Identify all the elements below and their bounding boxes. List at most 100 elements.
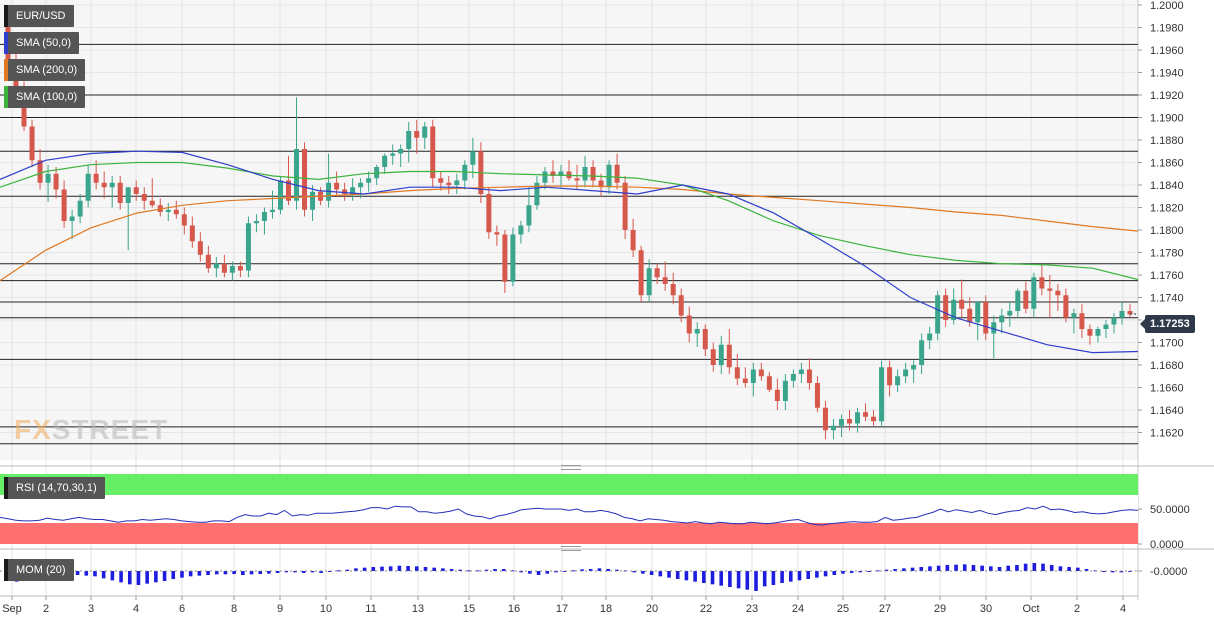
y-tick-label: 1.1860 (1150, 158, 1184, 170)
momentum-bar (762, 571, 767, 587)
momentum-bar (284, 571, 289, 573)
x-tick-label: 2 (43, 603, 49, 615)
y-tick-label: 1.1660 (1150, 383, 1184, 395)
momentum-bar (615, 569, 619, 571)
momentum-bar (1067, 567, 1071, 571)
candle-down (141, 194, 147, 201)
momentum-bar (902, 568, 906, 571)
candle-up (1111, 317, 1117, 325)
momentum-bar (719, 571, 724, 586)
candle-down (670, 284, 676, 296)
candle-down (702, 329, 708, 350)
candle-up (125, 187, 131, 203)
candle-down (590, 167, 596, 181)
candle-up (694, 329, 700, 334)
candle-up (406, 131, 412, 149)
momentum-bar (154, 571, 158, 583)
candle-up (935, 295, 941, 334)
momentum-bar (328, 571, 332, 572)
candle-down (61, 189, 67, 221)
candle-down (1039, 277, 1045, 289)
candle-down (93, 173, 99, 183)
x-tick-label: 2 (1074, 603, 1080, 615)
candle-down (1079, 313, 1085, 329)
momentum-bar (597, 568, 602, 571)
candle-up (1095, 329, 1101, 336)
candle-down (598, 180, 604, 188)
candle-down (149, 200, 155, 206)
momentum-tick-label: -0.0000 (1150, 566, 1187, 578)
momentum-bar (206, 571, 210, 575)
candle-down (622, 182, 628, 230)
candle-up (1031, 277, 1037, 309)
legend-sma50[interactable]: SMA (50,0) (4, 32, 80, 54)
momentum-bar (232, 571, 236, 574)
momentum-bar (275, 571, 280, 573)
x-tick-label: 20 (646, 603, 658, 615)
candle-up (830, 425, 836, 431)
momentum-bar (710, 571, 715, 585)
momentum-bar (162, 571, 167, 581)
legend-sma200[interactable]: SMA (200,0) (4, 59, 86, 81)
y-tick-label: 1.1620 (1150, 428, 1184, 440)
y-tick-label: 1.1760 (1150, 270, 1184, 282)
momentum-bar (223, 571, 228, 575)
x-tick-label: 4 (133, 603, 139, 615)
candle-up (838, 419, 844, 426)
candle-down (221, 263, 227, 273)
momentum-panel-resize-handle[interactable] (561, 546, 581, 551)
candle-up (229, 266, 235, 273)
y-tick-label: 1.1640 (1150, 405, 1184, 417)
candle-up (245, 223, 251, 271)
candle-up (350, 187, 356, 194)
momentum-bar (423, 567, 428, 571)
momentum-bar (780, 571, 784, 583)
candle-up (879, 367, 885, 422)
momentum-bar (667, 571, 671, 578)
candle-up (975, 302, 981, 323)
candle-down (173, 209, 179, 215)
momentum-bar (562, 571, 567, 572)
y-tick-label: 1.1700 (1150, 338, 1184, 350)
legend-mom[interactable]: MOM (20) (4, 559, 74, 581)
legend-symbol[interactable]: EUR/USD (4, 5, 74, 27)
x-tick-label: 27 (879, 603, 891, 615)
momentum-bar (414, 566, 419, 571)
legend-sma100[interactable]: SMA (100,0) (4, 86, 86, 108)
time-axis: Sep 2 3 4 6 8 9 10 11 13 15 16 17 18 20 22 23 24 25 27 29 30 O… (0, 595, 1138, 615)
momentum-bar (388, 566, 393, 571)
x-tick-label: Oct (1022, 603, 1039, 615)
momentum-bar (554, 571, 558, 573)
candle-down (742, 378, 748, 383)
y-tick-label: 1.1680 (1150, 360, 1184, 372)
momentum-bar (684, 571, 689, 581)
x-tick-label: 18 (600, 603, 612, 615)
y-tick-label: 1.1740 (1150, 293, 1184, 305)
candle-up (398, 149, 404, 154)
x-tick-label: 15 (463, 603, 475, 615)
momentum-bar (214, 571, 219, 575)
candle-up (911, 365, 917, 370)
candle-up (951, 299, 957, 320)
momentum-bar (1058, 566, 1063, 571)
momentum-bar (841, 571, 845, 574)
momentum-bar (736, 571, 741, 589)
candle-down (614, 164, 620, 183)
candle-down (53, 173, 59, 190)
momentum-bar (136, 571, 141, 585)
candle-down (822, 407, 828, 431)
candle-up (1007, 311, 1013, 316)
momentum-bar (336, 570, 341, 572)
rsi-panel-resize-handle[interactable] (561, 465, 581, 470)
candle-down (1023, 290, 1029, 309)
candle-up (45, 173, 51, 183)
legend-rsi[interactable]: RSI (14,70,30,1) (4, 477, 105, 499)
candle-up (750, 369, 756, 383)
momentum-bar (728, 571, 732, 587)
candle-down (967, 308, 973, 323)
momentum-bar (928, 566, 932, 571)
y-tick-label: 1.1920 (1150, 90, 1184, 102)
momentum-bar (1076, 567, 1080, 571)
candle-down (983, 302, 989, 334)
